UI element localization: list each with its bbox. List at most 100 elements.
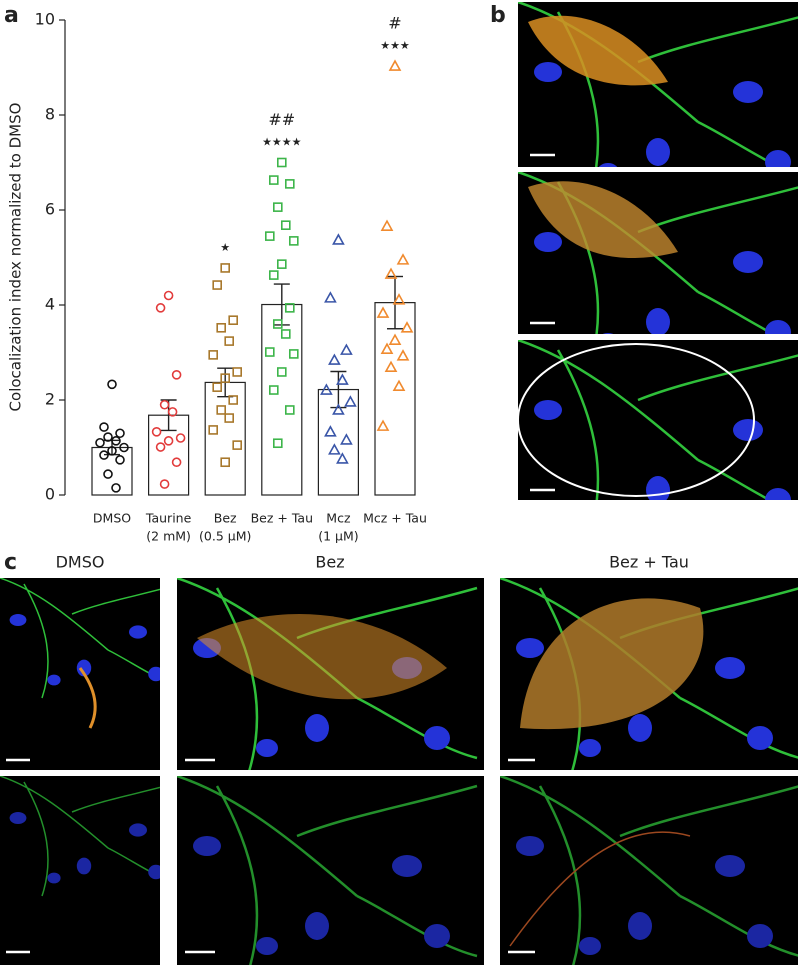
data-point <box>171 457 182 468</box>
x-tick-label: DMSO <box>93 511 131 526</box>
data-point <box>228 395 238 405</box>
data-point <box>328 443 341 455</box>
data-point <box>272 438 283 449</box>
data-point <box>232 440 242 450</box>
data-point <box>324 425 337 437</box>
significance: ★★★ <box>380 39 410 52</box>
data-point <box>220 457 230 468</box>
data-point <box>119 442 129 453</box>
y-tick-label: 4 <box>45 295 55 314</box>
data-point <box>340 433 353 445</box>
data-point <box>107 446 117 456</box>
x-tick-label: Mcz + Tau <box>363 511 427 526</box>
y-tick-label: 10 <box>35 10 55 29</box>
y-tick-label: 0 <box>45 485 55 504</box>
data-point <box>328 353 341 365</box>
data-point <box>163 290 174 301</box>
data-point <box>224 413 234 423</box>
data-point <box>167 407 178 417</box>
data-point <box>320 383 333 395</box>
data-point <box>95 437 105 448</box>
data-point <box>380 342 394 354</box>
data-point <box>396 349 410 361</box>
data-point <box>336 452 349 464</box>
data-point <box>288 349 299 359</box>
data-point <box>220 373 230 383</box>
data-point <box>220 263 230 273</box>
data-point <box>336 373 349 385</box>
x-tick-sublabel: (0.5 µM) <box>199 529 251 544</box>
data-point <box>111 436 121 446</box>
data-point <box>155 303 166 313</box>
data-point <box>324 291 337 303</box>
data-point <box>208 425 218 435</box>
data-point <box>276 157 287 168</box>
image-panel-b <box>517 2 798 500</box>
x-tick-sublabel: (1 µM) <box>318 529 358 544</box>
panel-label: a <box>4 3 19 28</box>
y-tick-label: 6 <box>45 200 55 219</box>
x-tick-label: Taurine <box>145 511 192 526</box>
data-point <box>268 270 279 280</box>
data-point <box>276 259 287 269</box>
data-point <box>212 280 222 290</box>
data-point <box>384 267 398 279</box>
data-point <box>155 442 166 452</box>
y-axis-label: Colocalization index normalized to DMSO <box>7 103 25 412</box>
data-point <box>396 253 410 265</box>
data-point <box>159 479 170 489</box>
data-point <box>284 303 295 313</box>
data-point <box>284 405 295 415</box>
data-point <box>340 343 353 355</box>
data-point <box>103 469 113 479</box>
data-point <box>400 321 414 333</box>
panel-label: b <box>490 3 506 28</box>
data-point <box>284 179 295 189</box>
panel-title: DMSO <box>56 553 105 572</box>
data-point <box>392 293 406 305</box>
panel-title: Bez <box>315 553 344 572</box>
data-point <box>208 350 218 360</box>
data-point <box>332 233 345 245</box>
data-point <box>163 436 174 446</box>
data-point <box>175 433 186 443</box>
data-point <box>280 220 291 230</box>
data-point <box>288 236 299 246</box>
x-tick-label: Bez + Tau <box>251 511 313 526</box>
data-point <box>332 403 345 415</box>
data-point <box>388 59 402 71</box>
bar <box>204 381 246 496</box>
y-tick-label: 2 <box>45 390 55 409</box>
data-point <box>268 385 279 395</box>
data-point <box>280 329 291 339</box>
data-point <box>344 395 357 407</box>
data-point <box>376 306 390 318</box>
significance: ★★★★ <box>262 136 302 149</box>
data-point <box>272 319 283 329</box>
data-point <box>171 370 182 380</box>
significance: ★ <box>220 241 230 254</box>
image-panel-c <box>0 578 798 965</box>
data-point <box>151 427 162 437</box>
data-point <box>111 483 121 493</box>
data-point <box>264 347 275 357</box>
x-tick-sublabel: (2 mM) <box>146 529 191 544</box>
data-point <box>103 432 113 442</box>
data-point <box>228 315 238 326</box>
data-point <box>232 367 242 377</box>
significance: ## <box>268 110 295 129</box>
data-point <box>384 360 398 373</box>
data-point <box>376 419 390 431</box>
data-point <box>216 405 226 415</box>
data-point <box>159 399 170 410</box>
data-point <box>107 379 117 390</box>
data-point <box>268 175 279 185</box>
data-point <box>99 422 109 432</box>
data-point <box>264 231 275 241</box>
data-point <box>380 219 394 231</box>
x-tick-label: Mcz <box>326 511 351 526</box>
data-point <box>272 202 283 212</box>
data-point <box>224 336 234 346</box>
y-tick-label: 8 <box>45 105 55 124</box>
